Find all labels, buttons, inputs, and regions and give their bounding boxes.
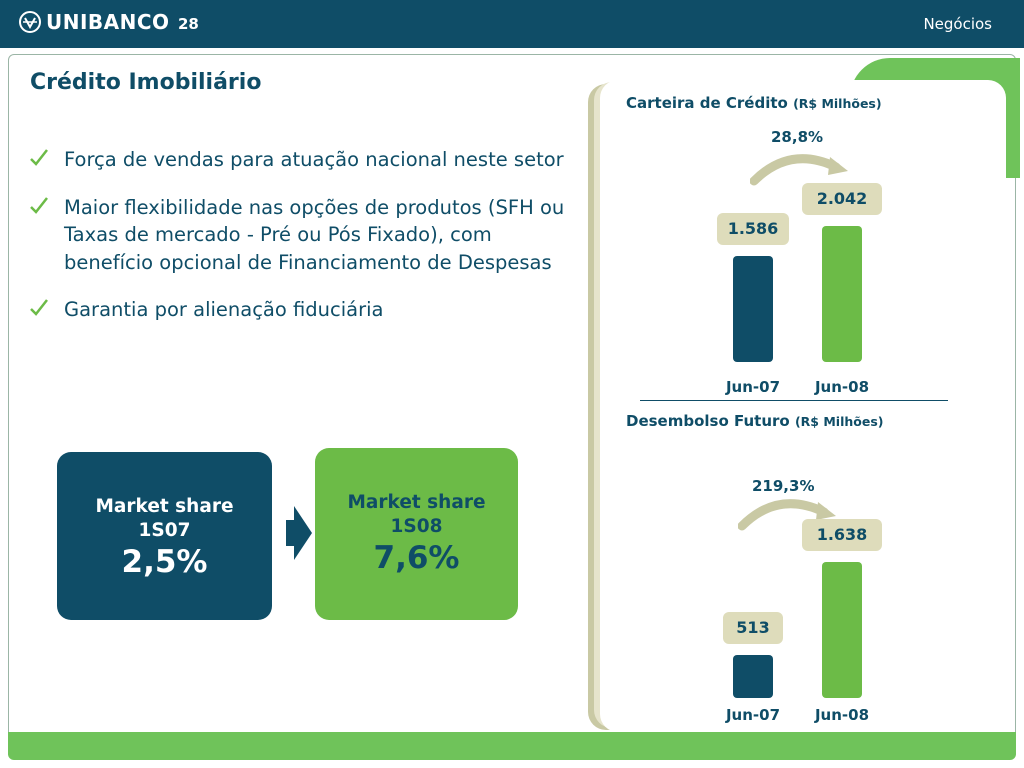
bar-jun-07 [733,655,773,698]
bullet-text: Garantia por alienação fiduciária [64,298,384,321]
data-label: 513 [723,612,783,644]
bullet-item: Garantia por alienação fiduciária [28,296,568,324]
growth-rate: 219,3% [752,477,815,495]
bullet-text: Força de vendas para atuação nacional ne… [64,148,564,171]
market-share-label: Market share [95,496,234,517]
page-number: 28 [178,15,199,33]
bar-jun-08 [822,226,862,362]
market-share-1s08-box: Market share 1S08 7,6% [315,448,518,620]
right-arrow-icon [286,506,312,560]
growth-arrow-icon [738,499,836,531]
market-share-period: 1S07 [138,520,191,541]
chart-divider [640,400,948,401]
bullet-item: Força de vendas para atuação nacional ne… [28,146,568,174]
bar-jun-08 [822,562,862,698]
x-tick-label: Jun-07 [725,706,781,724]
checkmark-icon [30,299,48,316]
chart-unit: (R$ Milhões) [794,414,884,429]
checkmark-icon [30,149,48,166]
page-title: Crédito Imobiliário [30,70,262,95]
x-tick-label: Jun-08 [814,378,870,396]
market-share-period: 1S08 [390,516,443,537]
section-title: Negócios [923,15,992,33]
unibanco-logo: UNIBANCO [18,10,170,34]
chart-unit: (R$ Milhões) [793,96,882,111]
checkmark-icon [30,196,48,214]
growth-rate: 28,8% [771,128,824,146]
data-label: 1.638 [802,519,882,551]
bottom-band [8,732,1016,760]
market-share-value: 7,6% [373,540,460,576]
market-share-1s07-box: Market share 1S07 2,5% [57,452,272,620]
growth-arrow-icon [750,154,848,186]
bullet-item: Maior flexibilidade nas opções de produt… [28,194,568,277]
chart-title-text: Carteira de Crédito [626,94,788,112]
data-label: 2.042 [802,183,882,215]
unibanco-logo-icon [19,11,41,33]
x-tick-label: Jun-07 [725,378,781,396]
chart-title-desembolso: Desembolso Futuro (R$ Milhões) [626,412,883,430]
logo-text: UNIBANCO [46,10,170,34]
bullet-text: Maior flexibilidade nas opções de produt… [64,195,565,274]
bullet-list: Força de vendas para atuação nacional ne… [28,146,568,344]
market-share-value: 2,5% [121,544,208,580]
chart-title-text: Desembolso Futuro [626,412,790,430]
data-label: 1.586 [717,213,789,245]
bar-jun-07 [733,256,773,362]
x-tick-label: Jun-08 [814,706,870,724]
market-share-label: Market share [347,492,486,513]
chart-title-carteira: Carteira de Crédito (R$ Milhões) [626,94,882,112]
header-bar: UNIBANCO 28 Negócios [0,0,1024,48]
